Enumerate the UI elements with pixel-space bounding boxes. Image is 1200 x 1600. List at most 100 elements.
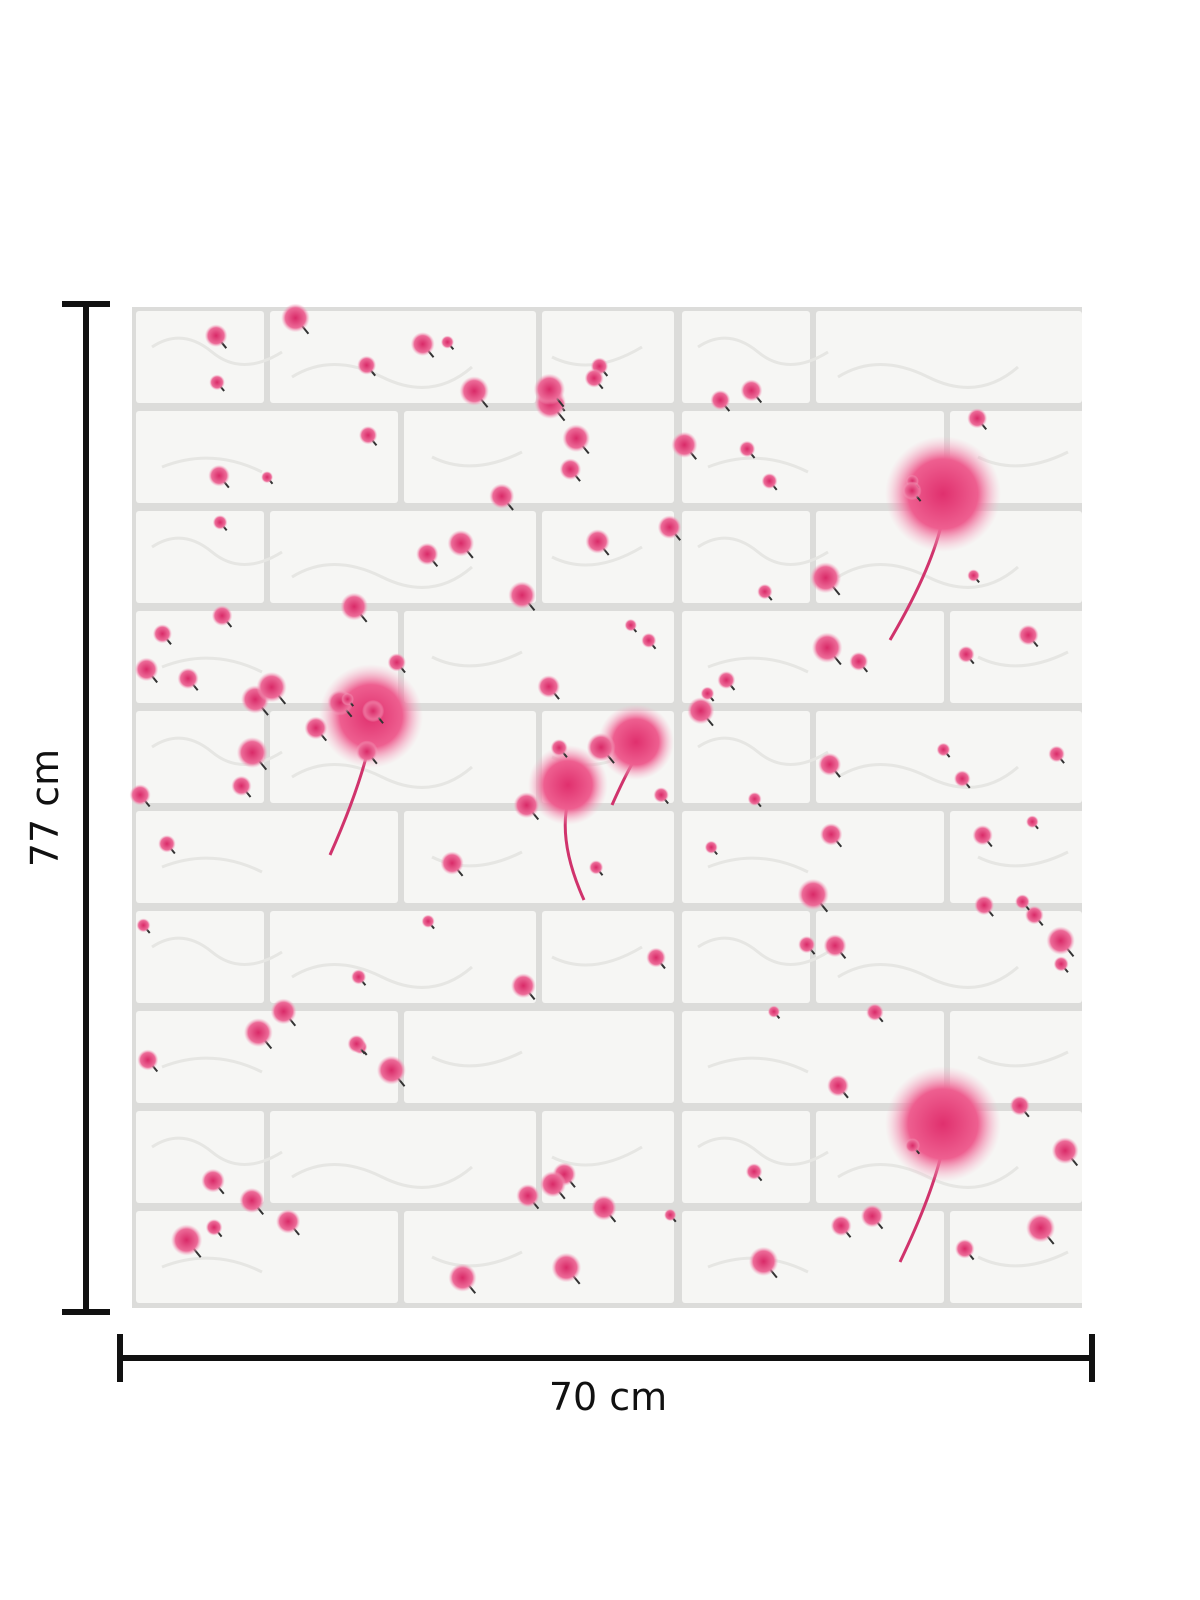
- seed-head: [357, 355, 377, 375]
- seed-head: [830, 1215, 852, 1237]
- seed-head: [410, 332, 435, 357]
- seed-head: [212, 515, 228, 530]
- seed-head: [440, 851, 464, 875]
- seed-head: [304, 716, 328, 740]
- height-label: 77 cm: [23, 749, 67, 867]
- seed-head: [170, 1224, 203, 1256]
- seed-head: [243, 1018, 273, 1048]
- seed-head: [177, 667, 199, 690]
- seed-head: [516, 1184, 540, 1208]
- seed-head: [559, 458, 582, 481]
- seed-head: [974, 895, 995, 916]
- seed-head: [533, 373, 566, 406]
- seed-head: [275, 1209, 301, 1234]
- dandelion-head: [528, 745, 608, 825]
- seed-head: [1025, 905, 1044, 925]
- seed-head: [1015, 894, 1030, 910]
- seed-head: [340, 592, 369, 621]
- seed-head: [270, 998, 297, 1025]
- seed-head: [539, 1170, 567, 1198]
- seed-head: [204, 324, 228, 348]
- seed-head: [236, 737, 268, 769]
- seed-head: [738, 440, 756, 458]
- seed-head: [448, 1263, 477, 1292]
- seed-head: [361, 699, 385, 723]
- seed-head: [209, 374, 225, 391]
- seed-head: [550, 739, 568, 757]
- seed-head: [972, 825, 993, 846]
- seed-head: [747, 792, 762, 806]
- seed-head: [1009, 1095, 1030, 1116]
- seed-head: [671, 431, 698, 458]
- seed-head: [664, 1208, 677, 1222]
- width-label: 70 cm: [549, 1375, 667, 1419]
- seed-head: [957, 645, 975, 663]
- seed-head: [281, 303, 310, 333]
- seed-head: [416, 542, 439, 566]
- seed-head: [860, 1204, 884, 1228]
- seed-head: [447, 529, 475, 557]
- seed-head: [551, 1252, 582, 1283]
- seed-head: [811, 632, 843, 664]
- seed-head: [819, 823, 843, 846]
- seed-head: [355, 740, 378, 763]
- seed-head: [866, 1003, 884, 1021]
- seed-head: [152, 624, 172, 644]
- seed-head: [508, 581, 536, 609]
- seed-head: [967, 408, 988, 429]
- seed-head: [827, 1074, 850, 1097]
- seed-head: [421, 914, 435, 928]
- seed-head: [129, 784, 151, 806]
- seed-head: [256, 671, 287, 703]
- seed-head: [585, 529, 610, 554]
- seed-head: [687, 697, 715, 725]
- seed-head: [510, 973, 536, 999]
- seed-head: [513, 792, 540, 819]
- seed-head: [537, 675, 561, 698]
- seed-head: [745, 1163, 763, 1180]
- dandelion-head: [885, 1066, 1001, 1182]
- seed-head: [136, 918, 151, 933]
- seed-head: [767, 1005, 781, 1018]
- seed-head: [1053, 956, 1069, 972]
- seed-head: [1025, 1213, 1056, 1243]
- seed-head: [231, 775, 252, 797]
- width-dimension: [117, 1334, 1095, 1382]
- seed-head: [158, 834, 176, 853]
- seed-head: [562, 424, 591, 453]
- seed-head: [341, 692, 354, 706]
- seed-head: [818, 752, 842, 776]
- flower-pattern: [129, 303, 1079, 1294]
- seed-head: [710, 390, 731, 411]
- seed-head: [823, 934, 847, 958]
- seed-head: [641, 632, 657, 648]
- dandelion-head: [598, 704, 674, 780]
- seed-head: [239, 1187, 265, 1214]
- seed-head: [740, 379, 763, 402]
- seed-head: [657, 515, 682, 540]
- seed-head: [1051, 1137, 1079, 1165]
- seed-head: [588, 860, 604, 875]
- seed-head: [798, 935, 816, 954]
- seed-head: [1017, 624, 1039, 646]
- seed-head: [954, 1238, 975, 1259]
- seed-head: [489, 483, 515, 509]
- seed-head: [134, 657, 159, 682]
- seed-head: [761, 473, 778, 490]
- seed-head: [208, 464, 230, 487]
- dandelion-head: [885, 436, 1001, 552]
- seed-head: [584, 368, 604, 388]
- seed-head: [387, 653, 406, 672]
- seed-head: [953, 770, 971, 788]
- seed-head: [201, 1168, 225, 1193]
- seed-head: [586, 732, 616, 762]
- seed-head: [757, 583, 773, 600]
- seed-head: [376, 1055, 407, 1085]
- seed-head: [211, 605, 233, 627]
- seed-head: [936, 742, 951, 757]
- seed-head: [347, 1034, 366, 1053]
- seed-head: [810, 562, 842, 594]
- seed-head: [261, 471, 274, 484]
